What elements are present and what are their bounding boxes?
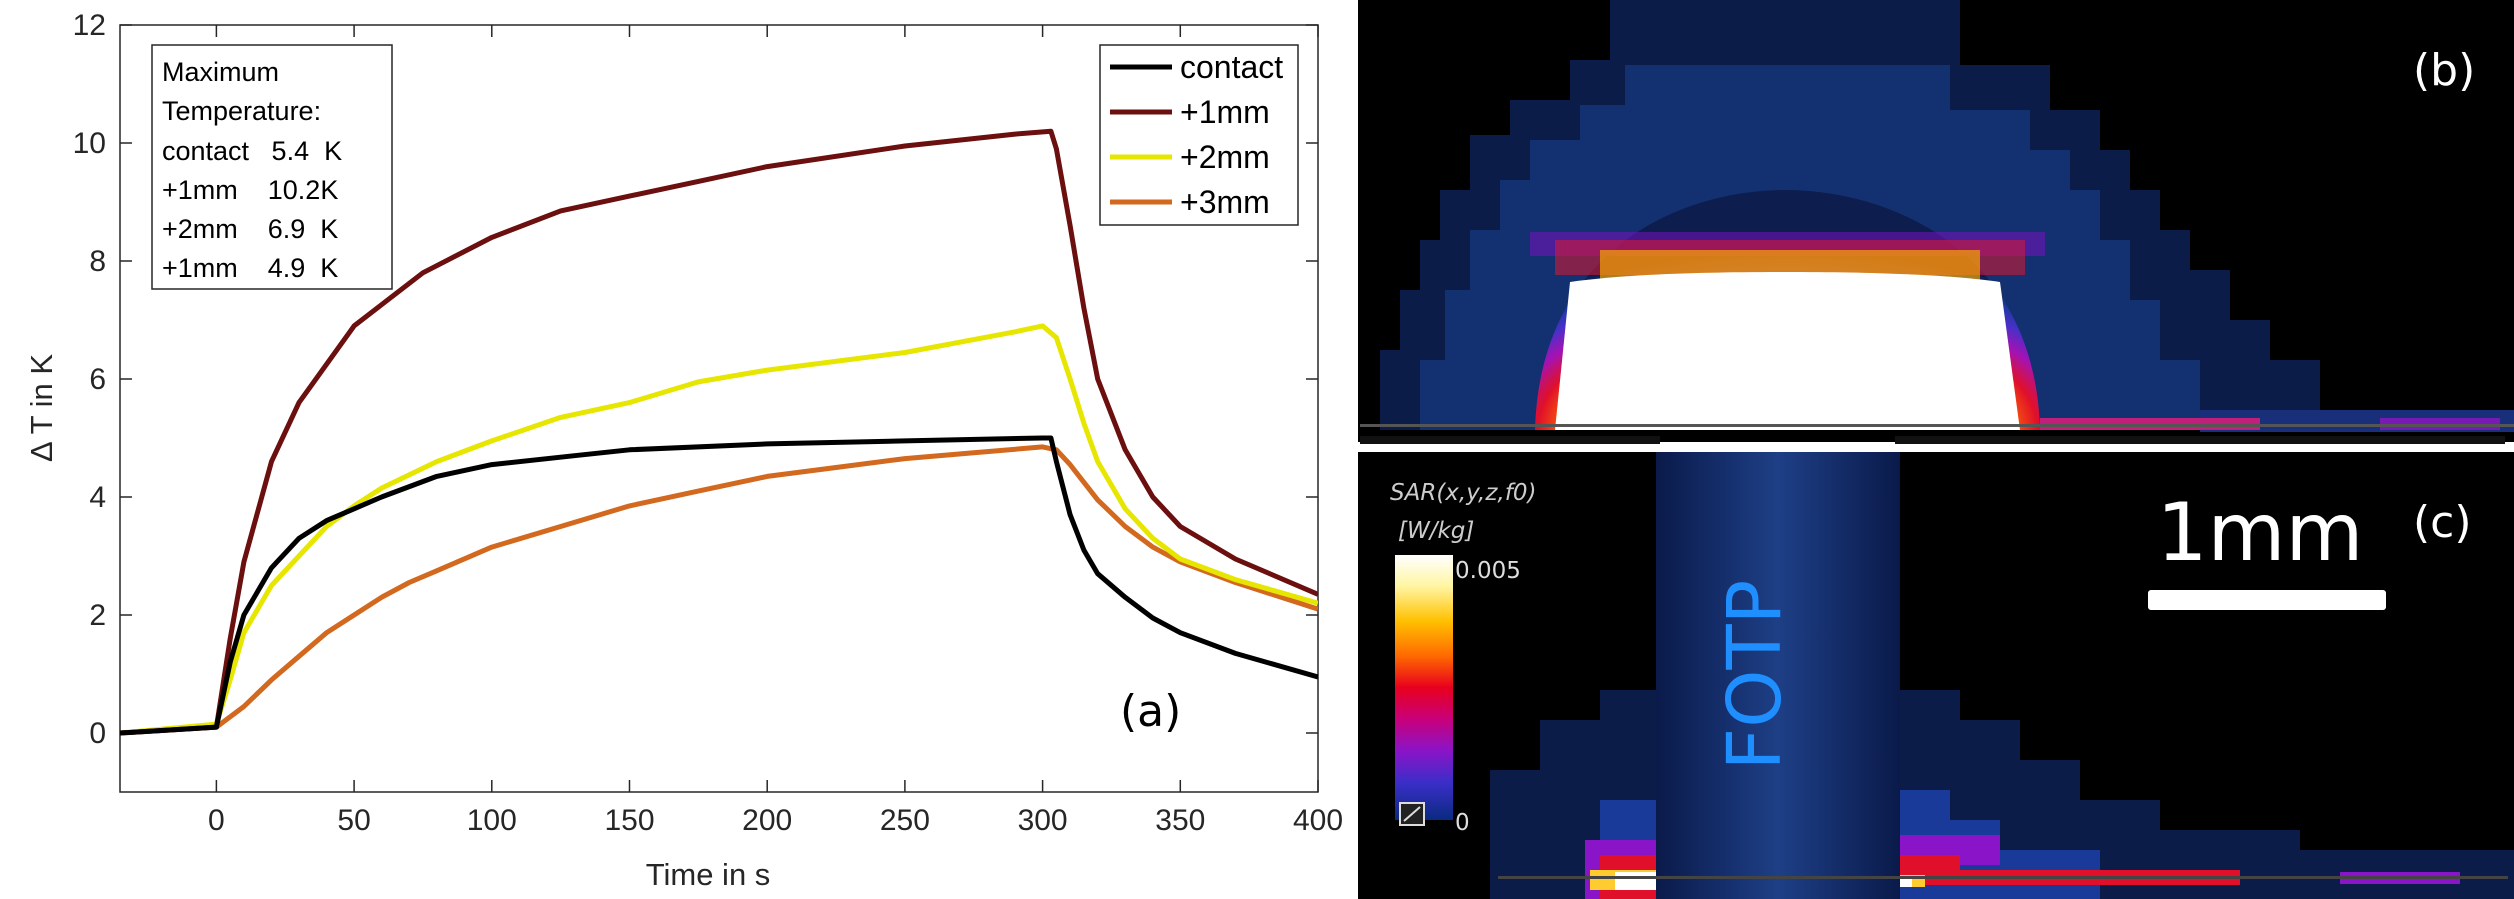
legend-label-2mm: +2mm (1180, 139, 1270, 175)
fotp-probe (1656, 452, 1900, 899)
series-group (120, 128, 1318, 736)
x-tick-label: 50 (337, 804, 370, 837)
electrode-right (1895, 436, 2505, 444)
colorbar-min: 0 (1455, 810, 1470, 836)
panel-label-a: (a) (1120, 686, 1181, 737)
series-line-2mm (120, 323, 1318, 736)
annotation-line: +2mm 6.9 K (162, 214, 338, 244)
probe-label: FOTP (1712, 580, 1798, 771)
colorbar-title: SAR(x,y,z,f0) (1390, 480, 1536, 506)
x-tick-label: 300 (1018, 804, 1068, 837)
x-axis-ticks: 0 50 100 150 200 250 300 350 400 (208, 25, 1343, 837)
x-tick-label: 100 (467, 804, 517, 837)
y-tick-label: 12 (73, 9, 106, 42)
y-axis-ticks: 0 2 4 6 8 10 12 (73, 9, 1318, 750)
annotation-line: contact 5.4 K (162, 136, 342, 166)
x-tick-label: 0 (208, 804, 225, 837)
colorbar-units: [W/kg] (1398, 518, 1474, 544)
electrode-left (1360, 436, 1660, 444)
series-line-contact (120, 435, 1318, 736)
y-tick-label: 10 (73, 127, 106, 160)
colorbar-gradient (1395, 555, 1453, 820)
series-line-3mm (120, 444, 1318, 736)
legend-label-1mm: +1mm (1180, 94, 1270, 130)
colorbar: SAR(x,y,z,f0) [W/kg] 0.005 0 (1390, 480, 1536, 836)
heatmap-panel-c: FOTP SAR(x,y,z,f0) [W/kg] 0.005 0 1mm (c… (1358, 452, 2514, 899)
x-axis-label: Time in s (646, 857, 771, 892)
x-tick-label: 350 (1155, 804, 1205, 837)
surface-line (1498, 876, 2508, 879)
scale-bar-label: 1mm (2157, 486, 2364, 579)
x-tick-label: 400 (1293, 804, 1343, 837)
legend-label-3mm: +3mm (1180, 184, 1270, 220)
scale-bar (2148, 590, 2386, 610)
y-tick-label: 4 (89, 481, 106, 514)
x-tick-label: 150 (604, 804, 654, 837)
x-tick-label: 200 (742, 804, 792, 837)
legend-label-contact: contact (1180, 49, 1283, 85)
colorbar-max: 0.005 (1455, 558, 1521, 584)
y-tick-label: 0 (89, 717, 106, 750)
panel-divider (1358, 444, 2514, 452)
legend: contact +1mm +2mm +3mm (1099, 44, 1299, 226)
annotation-line: +1mm 4.9 K (162, 253, 338, 283)
chart-panel-a: 0 2 4 6 8 10 12 0 50 100 150 200 250 300 350 400 Time … (24, 9, 1343, 892)
annotation-line: Temperature: (162, 96, 321, 126)
heatmap-panel-b: (b) (1358, 0, 2514, 444)
y-tick-label: 8 (89, 245, 106, 278)
x-tick-label: 250 (880, 804, 930, 837)
max-temperature-annotation: Maximum Temperature: contact 5.4 K +1mm … (151, 44, 393, 290)
series-line-1mm (120, 128, 1318, 736)
y-tick-label: 2 (89, 599, 106, 632)
y-tick-label: 6 (89, 363, 106, 396)
panel-label-c: (c) (2413, 497, 2472, 548)
annotation-line: Maximum (162, 57, 279, 87)
annotation-line: +1mm 10.2K (162, 175, 338, 205)
surface-line (1360, 424, 2514, 427)
panel-label-b: (b) (2413, 45, 2475, 96)
y-axis-label: Δ T in K (24, 354, 59, 462)
